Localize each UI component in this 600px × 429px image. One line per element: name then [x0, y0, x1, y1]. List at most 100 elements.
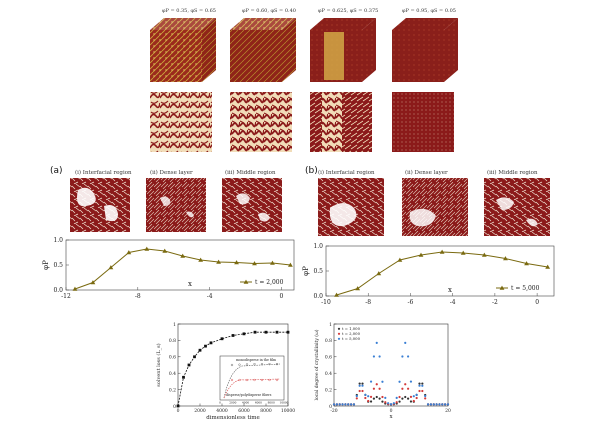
- profile-point: [216, 259, 221, 264]
- y-tick-label: 0.0: [53, 287, 63, 294]
- profile-point: [397, 257, 403, 262]
- inset-point-1: [245, 363, 249, 366]
- solvent-loss-point: [187, 363, 191, 367]
- crystallinity-point: [381, 380, 384, 383]
- profile-point: [90, 280, 96, 285]
- solvent-loss-point: [220, 337, 224, 341]
- crystallinity-point: [369, 380, 373, 383]
- top-figure: φP = 0.35, φS = 0.65 φP = 0.60, φS = 0.4…: [140, 0, 470, 155]
- x-tick-label: -20: [330, 408, 337, 414]
- crystallinity-point: [424, 394, 427, 398]
- cube-row: [150, 18, 458, 152]
- inset-point-2: [253, 378, 256, 382]
- crystallinity-point: [378, 355, 381, 358]
- solvent-loss-point: [286, 330, 290, 334]
- crystallinity-point: [407, 387, 410, 390]
- x-tick-label: -10: [321, 299, 331, 306]
- inset-line-1: [223, 363, 281, 399]
- x-tick-label: 0: [390, 408, 393, 414]
- profile-point: [481, 252, 487, 257]
- crystallinity-point: [404, 383, 407, 386]
- x-tick-label: 0: [177, 408, 180, 414]
- profile-point: [72, 286, 78, 291]
- crystallinity-point: [398, 380, 401, 383]
- crystallinity-point: [446, 403, 450, 406]
- profile-point: [545, 264, 551, 269]
- x-tick-label: 10000: [281, 408, 295, 414]
- legend-label: t = 2,000: [342, 331, 361, 336]
- panel-a-micro-3: [222, 178, 282, 232]
- crystallinity-point: [418, 384, 421, 387]
- crystallinity-point: [338, 403, 341, 406]
- panel-a-tag: (a): [50, 166, 63, 176]
- profile-point: [234, 260, 239, 265]
- crystallinity-point: [384, 396, 387, 399]
- inset-point-1: [238, 363, 241, 366]
- crystallinity-point: [358, 384, 361, 387]
- solvent-loss-point: [253, 330, 257, 334]
- x-axis-label: x: [188, 280, 192, 288]
- x-tick-label: -8: [135, 293, 141, 300]
- solvent-loss-point: [231, 334, 235, 337]
- crystallinity-point: [347, 403, 350, 406]
- inset-point-2: [238, 378, 241, 382]
- panel-b-chart: 0.0 0.5 1.0 -10 -8 -6 -4 -2 0 φP x t = 5,000: [302, 243, 555, 306]
- crystallinity-point: [415, 393, 418, 396]
- y-tick-label: 0.4: [325, 371, 332, 377]
- solvent-loss-point: [242, 332, 246, 336]
- profile-point: [126, 250, 132, 255]
- profile-point: [334, 292, 339, 297]
- profile-point: [180, 253, 186, 258]
- inset-point-2: [275, 378, 279, 382]
- profile-point: [503, 256, 508, 261]
- solvent-loss-point: [275, 330, 279, 334]
- y-tick-label: 1: [329, 322, 332, 328]
- crystallinity-point: [441, 403, 444, 406]
- crystallinity-point: [364, 396, 367, 400]
- crystallinity-point: [355, 394, 358, 398]
- crystallinity-point: [421, 389, 424, 393]
- crystallinity-point: [361, 382, 364, 385]
- x-axis-label: x: [389, 414, 393, 420]
- profile-point: [288, 262, 293, 267]
- solvent-loss-point: [264, 330, 268, 334]
- inset-point-2: [230, 378, 234, 382]
- inset-x-tick-label: 6000: [255, 401, 262, 405]
- x-tick-label: 2000: [194, 408, 206, 414]
- inset-point-2: [245, 378, 249, 382]
- y-tick-label: 0.6: [325, 355, 332, 361]
- crystallinity-point: [369, 395, 373, 398]
- x-tick-label: 0: [280, 293, 284, 300]
- legend-label: t = 1,000: [342, 326, 361, 331]
- x-tick-label: 8000: [260, 408, 272, 414]
- legend-marker: [337, 332, 341, 335]
- crystallinity-point: [404, 341, 407, 344]
- slice-2: [230, 92, 292, 152]
- crystallinity-point: [387, 402, 390, 405]
- crystallinity-point: [401, 355, 404, 358]
- crystallinity-point: [421, 382, 424, 385]
- panel-a-region-3: (iii) Middle region: [225, 170, 276, 176]
- profile-point: [376, 271, 382, 276]
- inset-x-tick-label: 10000: [280, 401, 289, 405]
- crystallinity-point: [375, 341, 378, 344]
- crystallinity-point: [407, 397, 410, 400]
- panel-a-chart: 0.0 0.5 1.0 -12 -8 -4 0 φP x t = 2,000: [42, 237, 295, 300]
- profile-point: [460, 250, 466, 255]
- crystallinity-point: [361, 389, 364, 393]
- slice-1: [150, 92, 212, 152]
- cube-4: [392, 18, 458, 82]
- crystallinity-point: [415, 396, 418, 400]
- crystallinity-point: [401, 387, 404, 390]
- solvent-loss-point: [198, 348, 202, 352]
- legend-marker: [499, 285, 505, 290]
- crystallinity-point: [369, 400, 373, 403]
- top-label-1: φP = 0.35, φS = 0.65: [162, 8, 216, 14]
- y-tick-label: 0.2: [169, 387, 176, 393]
- crystallinity-point: [372, 387, 375, 390]
- crystallinity-point: [358, 382, 361, 385]
- inset-x-tick-label: 8000: [268, 401, 275, 405]
- x-tick-label: -4: [207, 293, 213, 300]
- crystallinity-point: [424, 397, 427, 400]
